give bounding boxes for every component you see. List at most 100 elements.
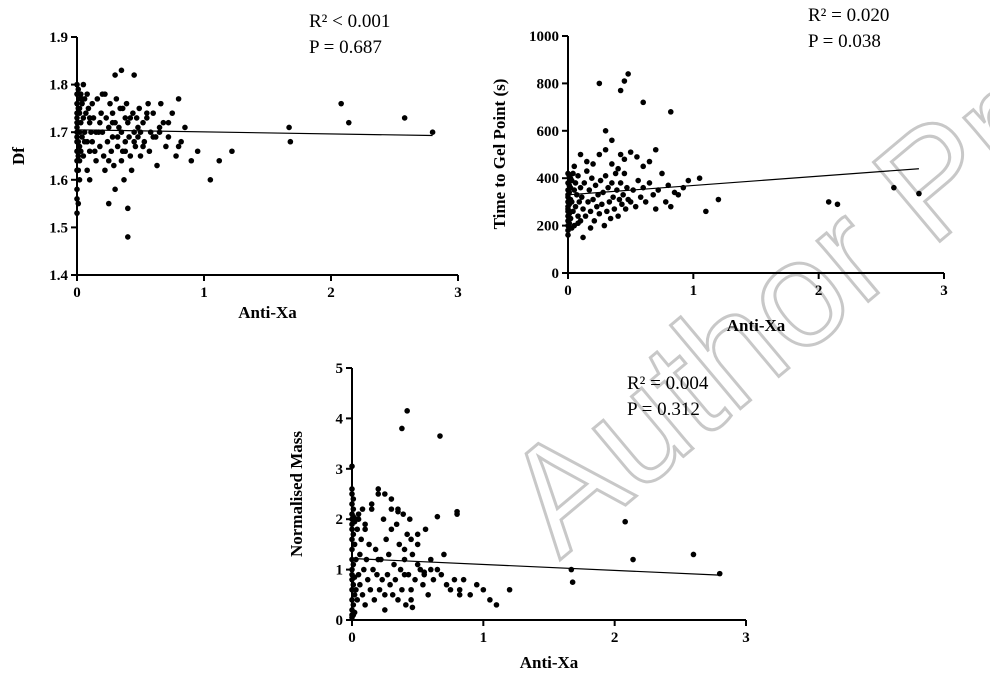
data-point [125, 234, 131, 240]
data-point [580, 206, 586, 212]
data-point [350, 506, 357, 512]
data-point [621, 78, 628, 84]
data-point [76, 177, 83, 183]
data-point [122, 115, 129, 121]
data-point [182, 124, 188, 131]
data-point [388, 526, 395, 533]
data-point [587, 208, 594, 215]
data-point [384, 571, 391, 578]
data-point [194, 148, 201, 155]
data-point [615, 165, 621, 172]
data-point [109, 134, 116, 140]
data-point [351, 541, 358, 548]
data-point [625, 71, 631, 77]
data-point [642, 199, 649, 205]
data-point [127, 153, 134, 159]
data-point [86, 119, 93, 126]
data-point [154, 162, 160, 169]
data-point [175, 143, 182, 150]
x-tick-label: 2 [611, 630, 619, 646]
data-point [229, 148, 235, 155]
data-point [382, 607, 388, 613]
data-point [119, 105, 126, 112]
data-point [361, 566, 367, 573]
data-point [349, 597, 355, 603]
data-point [387, 581, 393, 588]
data-point [493, 602, 500, 608]
y-axis-title: Df [9, 147, 28, 165]
x-axis-title: Anti-Xa [520, 653, 579, 672]
data-point [89, 138, 96, 145]
data-point [590, 161, 596, 167]
data-point [576, 199, 583, 205]
data-point [646, 158, 653, 165]
data-point [133, 115, 140, 121]
data-point [589, 175, 595, 181]
data-point [460, 576, 467, 583]
x-tick-label: 2 [327, 285, 335, 301]
data-point [409, 604, 416, 611]
regression-line [567, 168, 919, 196]
data-point [188, 157, 195, 164]
y-tick-label: 1.8 [49, 78, 68, 94]
data-point [587, 225, 594, 231]
data-point [338, 100, 344, 107]
data-point [405, 571, 412, 578]
data-point [569, 579, 576, 585]
data-point [118, 157, 125, 164]
data-point [354, 597, 361, 603]
data-point [121, 177, 127, 183]
data-point [425, 592, 431, 598]
data-point [611, 206, 618, 212]
data-point [604, 208, 610, 215]
data-point [114, 143, 121, 150]
data-point [145, 100, 151, 107]
data-point [112, 72, 118, 78]
x-tick-label: 3 [940, 283, 948, 299]
data-point [434, 566, 441, 573]
data-point [76, 143, 83, 150]
data-point [150, 110, 156, 116]
x-tick-label: 0 [73, 285, 81, 301]
data-point [581, 180, 588, 186]
data-point [123, 100, 130, 107]
data-point [105, 124, 112, 131]
data-point [650, 191, 657, 198]
data-point [79, 100, 85, 107]
regression-line [351, 557, 720, 576]
data-point [137, 153, 144, 159]
data-point [163, 143, 169, 150]
data-point [414, 541, 421, 548]
data-point [620, 191, 626, 198]
data-point [392, 576, 399, 583]
data-point [577, 184, 584, 191]
data-point [646, 180, 653, 186]
data-point [506, 586, 513, 593]
data-point [118, 67, 125, 74]
data-point [408, 536, 414, 543]
data-point [362, 602, 368, 608]
data-point [78, 91, 84, 97]
data-point [616, 196, 623, 203]
data-point [408, 586, 414, 593]
data-point [401, 571, 408, 578]
data-point [286, 124, 292, 131]
data-point [350, 496, 357, 502]
data-point [420, 581, 426, 588]
data-point [80, 153, 87, 159]
data-point [594, 203, 600, 210]
y-tick-label: 1.5 [49, 220, 68, 236]
r-squared-label: R² = 0.004 [627, 373, 709, 394]
data-point [76, 157, 83, 164]
panel-df: 1.4 1.5 1.6 1.7 1.8 1.9 0 1 2 3 Anti-Xa Df R² < 0.00… [9, 11, 462, 322]
data-point [667, 203, 674, 210]
data-point [108, 148, 115, 155]
data-point [585, 199, 591, 205]
data-point [667, 109, 674, 115]
data-point [122, 148, 129, 155]
data-point [627, 149, 634, 155]
data-point [371, 597, 378, 603]
data-point [441, 551, 447, 558]
data-point [135, 134, 141, 140]
